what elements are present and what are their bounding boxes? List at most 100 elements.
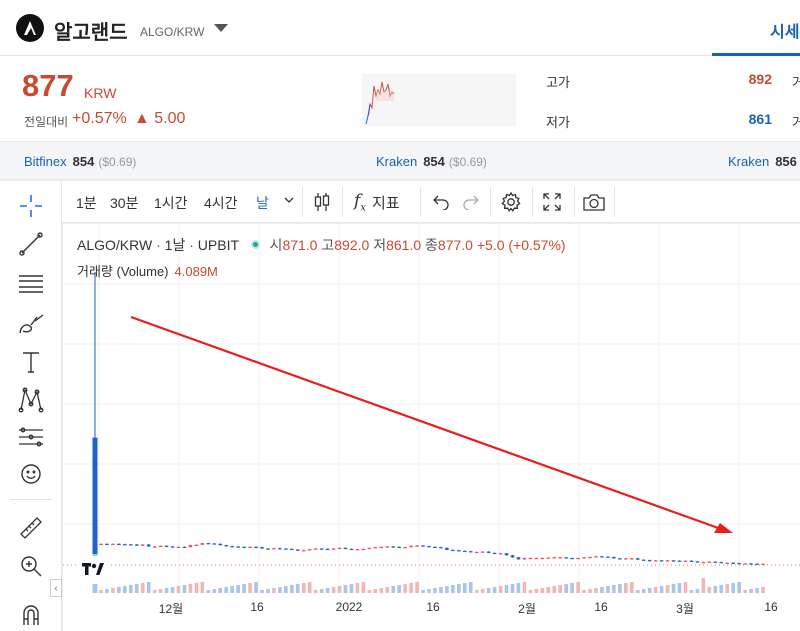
legend-close: 877.0 bbox=[437, 237, 473, 253]
magnet-icon[interactable] bbox=[16, 599, 46, 629]
brush-icon[interactable] bbox=[16, 309, 46, 339]
candle-body bbox=[677, 560, 682, 562]
interval-day[interactable]: 날 bbox=[256, 195, 269, 211]
candle-body bbox=[140, 544, 145, 546]
candle-body bbox=[719, 562, 724, 564]
interval-30m[interactable]: 30분 bbox=[110, 195, 139, 211]
tradingview-logo-icon[interactable] bbox=[77, 556, 109, 584]
volume-bar bbox=[582, 590, 586, 593]
tab-market-price-label: 시세 bbox=[770, 24, 800, 41]
candle-type-icon[interactable] bbox=[312, 189, 332, 215]
volume-bar bbox=[612, 585, 616, 593]
crosshair-icon[interactable] bbox=[16, 191, 46, 221]
volume-bar bbox=[284, 586, 288, 593]
ruler-icon[interactable] bbox=[16, 513, 46, 543]
candle-body bbox=[319, 548, 324, 550]
horizontal-lines-icon[interactable] bbox=[16, 269, 46, 299]
candle-body bbox=[594, 556, 598, 558]
x-tick-label: 2월 bbox=[518, 602, 536, 616]
candle-body bbox=[474, 551, 479, 554]
volume-bar bbox=[570, 583, 574, 593]
volume-bar bbox=[707, 587, 712, 593]
candle-body bbox=[134, 544, 139, 546]
candle-body bbox=[397, 546, 401, 549]
volume-bar bbox=[641, 589, 646, 593]
toolbar-divider bbox=[614, 187, 615, 217]
volume-bar bbox=[427, 589, 431, 593]
indicators-button[interactable]: fx 지표 bbox=[354, 189, 400, 215]
exchange-item[interactable]: Kraken 856 bbox=[728, 154, 797, 169]
volume-bar bbox=[504, 585, 509, 593]
legend-interval: 1날 bbox=[164, 237, 186, 253]
candle-body bbox=[749, 563, 753, 565]
change-amount: ▲ 5.00 bbox=[134, 110, 186, 127]
tab-market-price[interactable]: 시세 bbox=[712, 0, 800, 56]
volume-bar bbox=[546, 587, 551, 593]
candle-body bbox=[218, 543, 223, 546]
volume-bar bbox=[677, 583, 682, 593]
volume-bar bbox=[743, 590, 747, 593]
fullscreen-icon[interactable] bbox=[542, 189, 562, 215]
candle-body bbox=[325, 548, 330, 551]
redo-icon[interactable] bbox=[462, 189, 480, 215]
x-tick-label: 2022 bbox=[335, 600, 363, 614]
candle-body bbox=[176, 546, 181, 549]
toolbar-divider bbox=[574, 187, 575, 217]
legend-high: 892.0 bbox=[334, 237, 370, 253]
toolbar-divider bbox=[532, 187, 533, 217]
coin-dropdown-chevron-down-icon[interactable] bbox=[214, 24, 228, 32]
undo-icon[interactable] bbox=[432, 189, 450, 215]
candle-body bbox=[343, 547, 348, 550]
candle-body bbox=[576, 557, 580, 560]
exchange-item[interactable]: Kraken 854 ($0.69) bbox=[376, 154, 487, 169]
volume-bar bbox=[552, 586, 557, 593]
volume-bar bbox=[128, 585, 133, 593]
interval-chevron-down-icon[interactable] bbox=[284, 192, 294, 208]
pattern-icon[interactable] bbox=[16, 385, 46, 415]
candle-body bbox=[683, 560, 688, 562]
volume-bar bbox=[719, 585, 724, 593]
next-column-label-2: 거 bbox=[792, 115, 800, 130]
candle-body bbox=[647, 560, 652, 562]
candle-body bbox=[707, 561, 712, 563]
candle-body bbox=[331, 548, 336, 550]
settings-gear-icon[interactable] bbox=[500, 189, 522, 215]
interval-1m[interactable]: 1분 bbox=[76, 195, 97, 211]
candle-body bbox=[260, 547, 264, 549]
trend-line-icon[interactable] bbox=[16, 229, 46, 259]
candlestick-chart-canvas[interactable] bbox=[63, 224, 800, 631]
high-price-label: 고가 bbox=[546, 75, 570, 90]
volume-label: 거래량 (Volume) bbox=[77, 264, 169, 279]
candle-body bbox=[427, 546, 431, 548]
coin-header: 알고랜드 ALGO/KRW 시세 bbox=[0, 0, 800, 56]
price-chart[interactable]: ALGO/KRW · 1날 · UPBIT 시871.0 고892.0 저861… bbox=[63, 224, 800, 631]
interval-4h[interactable]: 4시간 bbox=[204, 195, 238, 211]
text-tool-icon[interactable] bbox=[16, 347, 46, 377]
volume-bar bbox=[361, 582, 366, 593]
candle-body bbox=[641, 559, 646, 561]
zoom-in-icon[interactable] bbox=[16, 551, 46, 581]
volume-bar bbox=[653, 587, 658, 593]
emoji-icon[interactable] bbox=[16, 459, 46, 489]
candle-body bbox=[588, 556, 592, 559]
change-label: 전일대비 bbox=[24, 115, 69, 129]
volume-bar bbox=[558, 585, 563, 593]
volume-legend: 거래량 (Volume) 4.089M bbox=[77, 261, 218, 280]
volume-bar bbox=[701, 578, 706, 593]
fib-retracement-icon[interactable] bbox=[16, 423, 46, 453]
exchange-item[interactable]: Bitfinex 854 ($0.69) bbox=[24, 154, 136, 169]
volume-bar bbox=[140, 583, 145, 593]
collapse-toolbar-chevron-left-icon[interactable]: ‹ bbox=[50, 579, 62, 597]
candle-body bbox=[409, 545, 413, 548]
volume-bar bbox=[182, 585, 187, 593]
volume-bar bbox=[439, 587, 443, 593]
camera-snapshot-icon[interactable] bbox=[582, 189, 606, 215]
volume-bar bbox=[266, 589, 270, 593]
exchange-price: 854 bbox=[72, 154, 95, 169]
interval-1h[interactable]: 1시간 bbox=[154, 195, 188, 211]
exchange-name: Kraken bbox=[376, 154, 418, 169]
candle-body bbox=[582, 557, 586, 559]
volume-bar bbox=[134, 584, 139, 593]
candle-body bbox=[117, 543, 121, 545]
